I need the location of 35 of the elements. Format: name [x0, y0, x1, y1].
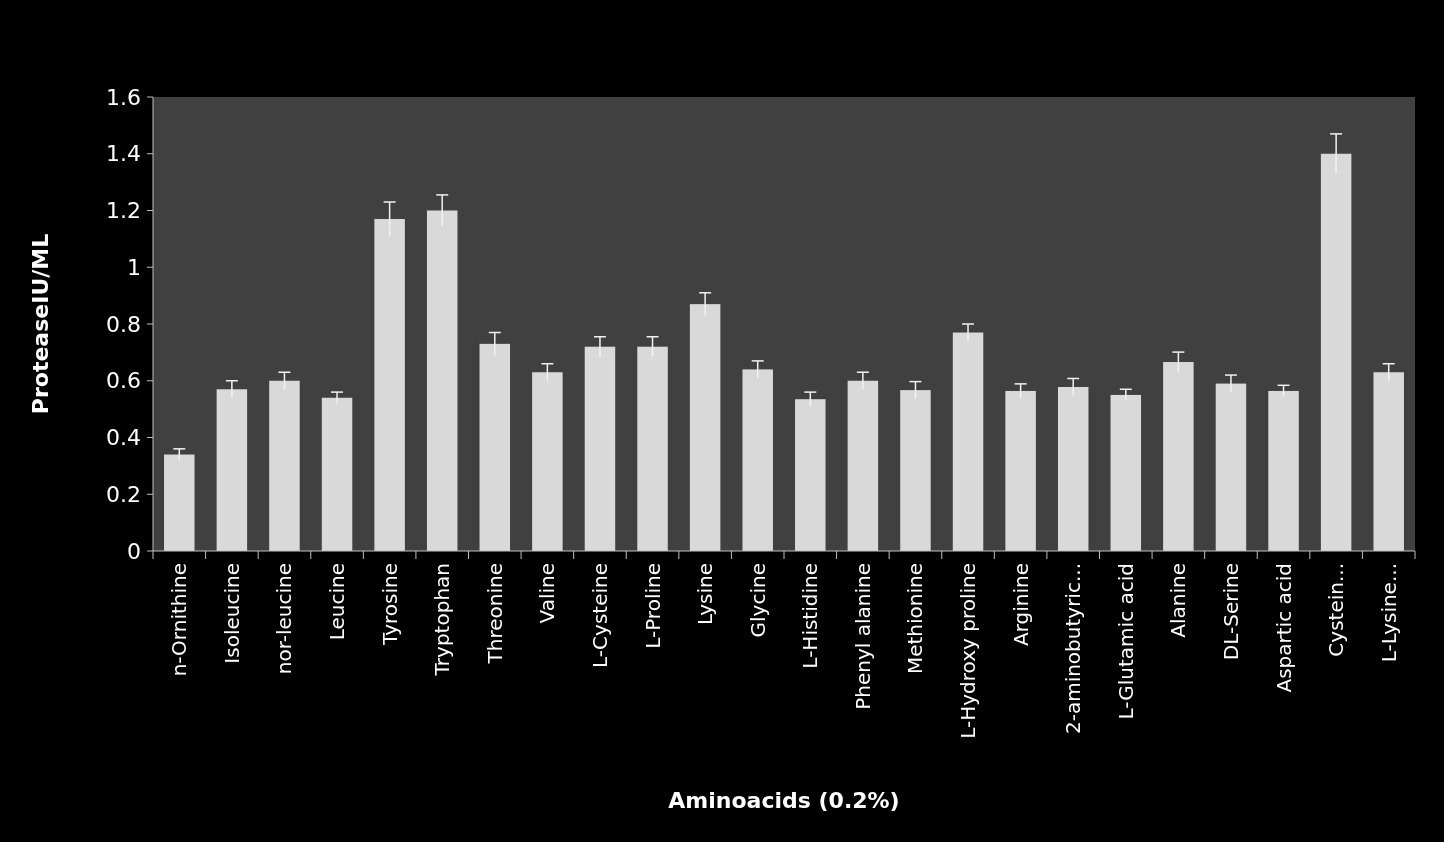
x-tick-label: Aspartic acid: [1271, 563, 1296, 693]
x-tick-label: Arginine: [1008, 563, 1033, 647]
x-tick-label: L-Proline: [640, 563, 665, 649]
x-tick-label: DL-Serine: [1218, 563, 1243, 661]
y-axis-title: ProteaseIU/ML: [28, 233, 53, 415]
y-tick-label: 0.8: [106, 311, 141, 337]
x-tick-label: Threonine: [482, 563, 507, 665]
x-axis-title: Aminoacids (0.2%): [668, 788, 900, 813]
y-tick-label: 0: [127, 538, 141, 564]
x-tick-label: L-Histidine: [798, 563, 823, 669]
x-tick-label: Alanine: [1166, 563, 1191, 638]
x-tick-label: L-Glutamic acid: [1113, 563, 1138, 720]
y-tick-label: 1.6: [106, 84, 141, 110]
y-tick-label: 0.6: [106, 368, 141, 394]
x-tick-label: Valine: [535, 563, 560, 624]
x-tick-label: Tryptophan: [430, 563, 455, 677]
x-tick-label: Glycine: [745, 563, 770, 638]
x-tick-label: Isoleucine: [219, 563, 244, 664]
x-tick-label: L-Lysine...: [1376, 563, 1401, 663]
x-tick-label: L-Cysteine: [587, 563, 612, 668]
x-tick-label: L-Hydroxy proline: [956, 563, 981, 739]
x-tick-label: Leucine: [325, 563, 350, 641]
y-tick-label: 1.4: [106, 141, 141, 167]
x-tick-label: Cystein...: [1324, 563, 1349, 657]
x-tick-label: nor-leucine: [272, 563, 297, 675]
x-tick-label: Methionine: [903, 563, 928, 675]
y-tick-label: 0.4: [106, 425, 141, 451]
x-tick-label: Phenyl alanine: [850, 563, 875, 710]
y-tick-label: 0.2: [106, 481, 141, 507]
y-tick-label: 1: [127, 254, 141, 280]
x-tick-label: Lysine: [693, 563, 718, 626]
x-tick-label: n-Ornithine: [167, 563, 192, 677]
y-tick-label: 1.2: [106, 198, 141, 224]
x-tick-label: 2-aminobutyric...: [1061, 563, 1086, 735]
x-tick-label: Tyrosine: [377, 563, 402, 646]
